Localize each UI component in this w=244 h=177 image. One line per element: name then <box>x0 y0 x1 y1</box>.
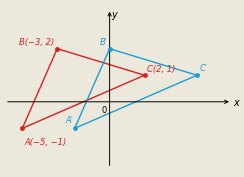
Text: A(−5, −1): A(−5, −1) <box>24 138 66 147</box>
Text: B′: B′ <box>100 38 108 47</box>
Text: y: y <box>112 10 117 20</box>
Text: B(−3, 2): B(−3, 2) <box>19 38 54 47</box>
Text: 0: 0 <box>102 106 107 115</box>
Text: C′: C′ <box>200 64 207 73</box>
Text: C(2, 1): C(2, 1) <box>147 65 175 74</box>
Text: x: x <box>234 98 239 108</box>
Text: A′: A′ <box>65 116 73 125</box>
